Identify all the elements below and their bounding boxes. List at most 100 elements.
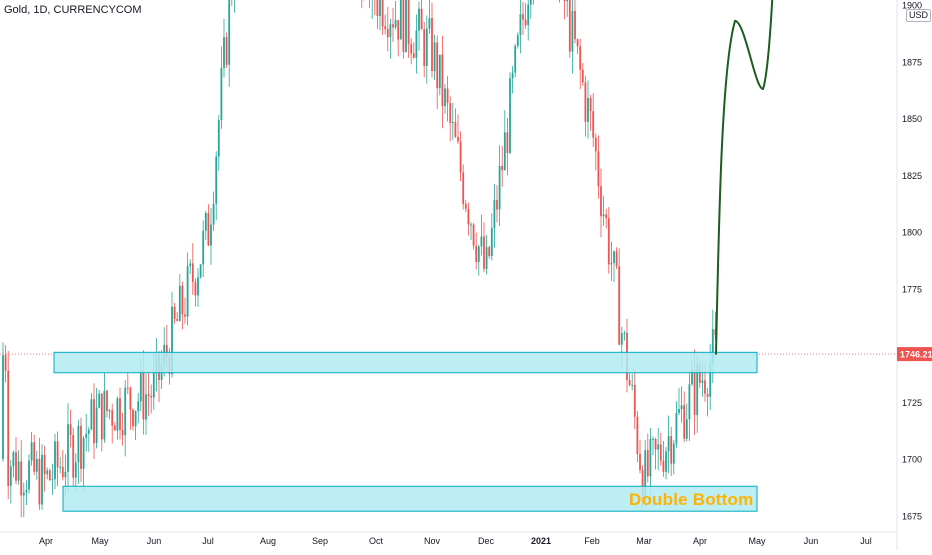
candle-body [30,442,33,461]
candle-body [613,251,615,264]
candle-body [657,444,660,450]
double-bottom-zone [62,485,758,512]
candle-body [652,438,654,440]
candle-body [444,88,446,106]
candle-body [35,458,38,472]
candle-body [527,4,530,26]
candle-body [646,450,649,477]
candle-body [95,407,98,444]
current-price-label: 1746.21 [900,350,932,360]
candle-body [467,208,470,225]
current-price-tag [897,347,932,362]
candle-body [43,454,46,475]
candle-body [602,214,605,217]
candle-body [124,387,127,436]
candle-body [228,0,231,65]
candle-body [202,230,205,265]
candle-body [446,88,449,104]
candle-body [189,263,192,267]
candle-body [438,54,441,89]
y-tick-label: 1775 [902,284,922,294]
candle-body [522,14,524,20]
x-tick-label: Jul [202,536,214,546]
candle-body [402,0,405,53]
candle-body [93,399,95,444]
candle-body [389,24,392,38]
candle-body [644,450,647,503]
candle-body [639,453,641,471]
candle-body [576,39,579,47]
candle-body [199,264,202,278]
candle-body [665,451,667,472]
candle-body [615,251,618,267]
candle-body [423,29,426,67]
y-tick-label: 1800 [902,228,922,238]
candle-body [165,344,168,357]
candle-body [511,72,514,79]
candle-body [379,0,381,17]
candle-body [636,416,639,454]
candle-body [173,306,176,320]
candle-body [90,399,93,430]
candle-body [605,214,608,219]
candle-body [459,141,462,173]
candle-body [415,30,418,58]
candle-body [381,0,384,27]
candle-body [714,329,717,336]
x-tick-label: Jun [804,536,819,546]
candle-body [80,425,82,469]
candle-body [121,430,124,436]
candle-body [449,103,452,124]
candle-body [563,0,566,2]
candle-body [631,384,634,386]
candle-body [98,393,101,408]
candle-body [51,479,54,481]
candle-body [519,14,522,36]
candle-body [204,213,207,231]
candle-body [503,132,506,171]
projection-curve [715,0,774,355]
candle-body [215,156,218,204]
candle-body [48,470,51,481]
candle-body [210,224,212,246]
candle-body [28,460,30,490]
candle-body [441,54,444,106]
candle-body [220,67,223,121]
candle-body [628,380,631,386]
x-tick-label: Apr [693,536,707,546]
candle-body [462,172,465,204]
candle-body [472,224,475,246]
candle-body [470,224,472,226]
y-tick-label: 1875 [902,57,922,67]
candle-body [410,44,413,54]
candle-body [688,384,691,420]
candle-body [633,384,636,417]
candle-body [672,443,675,464]
candle-body [46,470,49,475]
candle-body [496,200,498,210]
y-tick-label: 1700 [902,455,922,465]
candle-body [134,411,137,427]
candle-body [480,236,483,247]
currency-badge[interactable]: USD [906,9,932,22]
candle-body [176,319,179,321]
candle-body [171,306,173,375]
candle-body [675,412,678,444]
candle-body [132,409,134,427]
candle-body [685,419,688,439]
double-bottom-annotation: Double Bottom [629,490,754,509]
y-tick-label: 1675 [902,511,922,521]
candle-body [17,461,20,481]
candle-body [698,364,701,383]
candle-body [212,203,215,225]
candle-body [38,458,41,505]
candle-body [574,10,576,40]
candle-body [498,165,501,210]
candle-body [693,370,696,416]
candle-body [436,42,439,89]
candle-body [207,213,210,246]
candle-body [514,45,517,73]
y-tick-label: 1900 [902,1,922,11]
